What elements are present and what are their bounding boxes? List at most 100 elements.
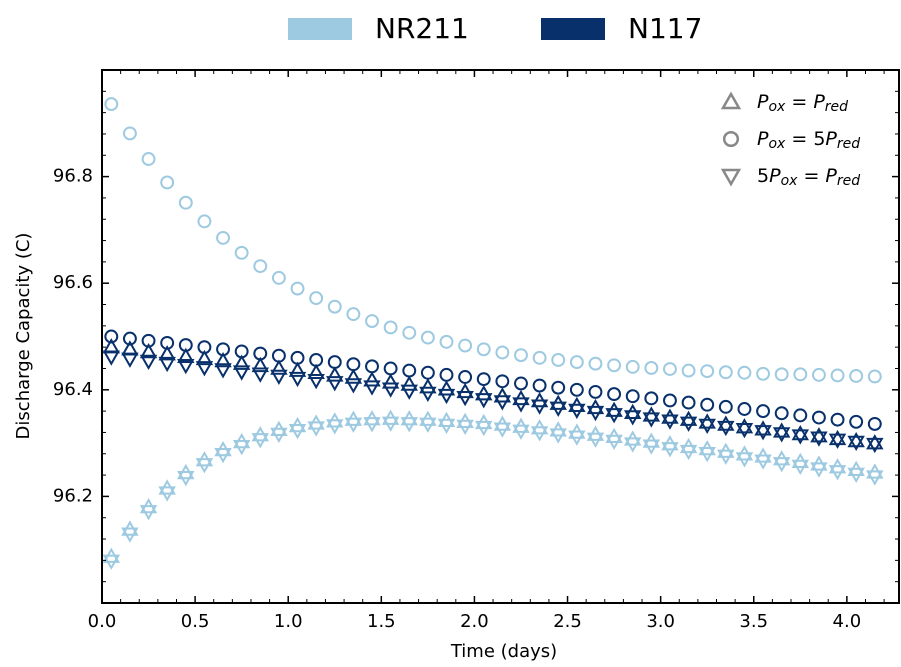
- data-point: [344, 368, 363, 384]
- data-point: [402, 363, 417, 378]
- legend-marker: [722, 130, 740, 148]
- data-point: [327, 355, 342, 370]
- data-point: [623, 410, 642, 426]
- data-point: [568, 403, 586, 420]
- data-point: [588, 356, 603, 371]
- data-point: [661, 442, 679, 458]
- data-point: [756, 404, 771, 419]
- data-point: [476, 372, 491, 387]
- data-point: [214, 352, 232, 368]
- data-point: [642, 412, 661, 428]
- data-point: [456, 391, 474, 407]
- data-point: [475, 420, 493, 437]
- legend-marker: [720, 91, 742, 110]
- data-point: [104, 97, 119, 112]
- data-point: [530, 399, 549, 415]
- x-tick-label: 3.0: [646, 611, 675, 632]
- data-point: [866, 434, 884, 450]
- data-point: [270, 369, 288, 385]
- data-point: [642, 406, 661, 422]
- data-point: [363, 371, 381, 387]
- data-point: [381, 382, 400, 398]
- data-point: [270, 359, 288, 375]
- data-point: [121, 352, 139, 368]
- data-point: [625, 389, 640, 404]
- data-point: [735, 452, 754, 468]
- data-point: [828, 465, 847, 481]
- legend-label-part: P: [825, 165, 837, 187]
- data-point: [847, 435, 865, 452]
- data-point: [644, 391, 659, 406]
- data-point: [232, 354, 251, 370]
- data-point: [160, 175, 175, 190]
- data-point: [495, 374, 510, 389]
- data-point: [847, 467, 865, 484]
- data-point: [419, 386, 437, 403]
- data-point: [251, 367, 270, 383]
- data-point: [791, 429, 810, 445]
- data-point: [791, 425, 810, 441]
- legend-label-part: =: [797, 165, 825, 187]
- legend-swatch: [288, 18, 352, 40]
- x-tick-label: 3.5: [739, 611, 768, 632]
- data-point: [195, 349, 214, 366]
- x-tick-label: 1.0: [274, 611, 303, 632]
- data-point: [139, 342, 158, 359]
- data-point: [549, 428, 567, 444]
- data-point: [177, 470, 195, 487]
- x-axis-label: Time (days): [450, 641, 557, 662]
- legend-label: Pox = 5Pred: [757, 128, 860, 153]
- data-point: [251, 433, 270, 449]
- data-point: [698, 446, 716, 463]
- data-point: [493, 395, 512, 411]
- legend-label-part: ox: [768, 136, 786, 152]
- data-point: [104, 329, 119, 344]
- data-point: [830, 412, 845, 427]
- data-point: [866, 437, 884, 454]
- data-point: [158, 345, 176, 361]
- data-point: [514, 348, 528, 363]
- data-point: [122, 331, 137, 346]
- data-point: [307, 421, 325, 437]
- x-tick-label: 1.5: [367, 611, 396, 632]
- data-point: [551, 353, 566, 367]
- data-point: [811, 410, 826, 425]
- data-point: [326, 419, 344, 435]
- x-tick-label: 2.5: [553, 611, 582, 632]
- data-point: [178, 195, 193, 210]
- legend-label-part: = 5: [785, 128, 825, 150]
- data-point: [346, 357, 361, 372]
- y-tick-label: 96.6: [53, 272, 93, 293]
- data-point: [810, 462, 828, 478]
- data-point: [439, 367, 454, 382]
- legend-label-part: P: [769, 165, 781, 187]
- data-point: [811, 367, 826, 382]
- data-point: [737, 402, 752, 416]
- data-point: [551, 380, 566, 395]
- data-point: [663, 393, 677, 408]
- data-point: [607, 358, 622, 373]
- data-point: [197, 214, 212, 229]
- legend-label-part: red: [837, 136, 860, 152]
- data-point: [532, 378, 547, 393]
- data-point: [754, 420, 772, 436]
- y-tick-label: 96.2: [53, 485, 93, 506]
- data-point: [437, 418, 456, 434]
- data-point: [718, 365, 733, 380]
- data-point: [828, 433, 847, 449]
- data-point: [437, 380, 456, 396]
- data-point: [290, 281, 305, 296]
- data-point: [867, 369, 882, 384]
- data-point: [363, 380, 381, 396]
- data-point: [586, 432, 605, 448]
- data-point: [456, 419, 474, 436]
- legend-label-part: P: [757, 91, 769, 113]
- data-point: [232, 365, 251, 381]
- data-point: [400, 417, 418, 433]
- data-point: [216, 230, 230, 245]
- data-point: [623, 437, 642, 453]
- data-point: [475, 393, 493, 409]
- legend-label-part: =: [785, 91, 813, 113]
- data-point: [437, 388, 456, 405]
- data-point: [383, 361, 398, 376]
